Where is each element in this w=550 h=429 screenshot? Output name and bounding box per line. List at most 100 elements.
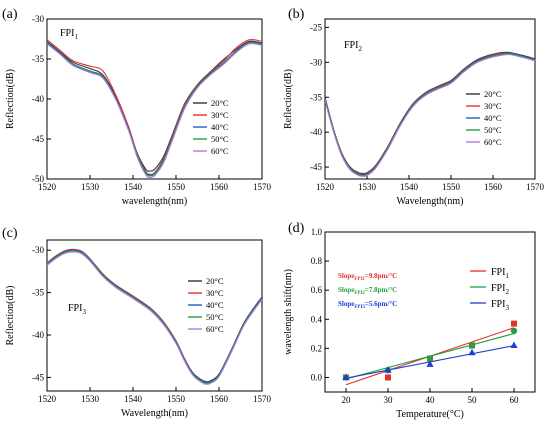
legend-label-5: 60°C	[206, 324, 224, 334]
fpi-annotation-sub: 3	[82, 308, 86, 316]
slope-prefix: Slope	[338, 272, 354, 280]
y-axis-label: Reflection(dB)	[283, 69, 294, 129]
data-points	[342, 320, 518, 381]
x-tick-label: 60	[510, 395, 520, 405]
x-tick-label: 1550	[167, 182, 186, 192]
legend-name: FPI	[491, 283, 505, 294]
x-tick-label: 1520	[38, 182, 57, 192]
slope-annotation-2: SlopeFPI2=7.8pm/°C	[338, 286, 397, 296]
slope-subscript: FPI1	[354, 277, 365, 282]
y-tick-label: -35	[310, 92, 322, 102]
panel-label: (a)	[2, 7, 18, 22]
x-tick-label: 1540	[124, 394, 143, 404]
y-tick-label: -50	[32, 174, 44, 184]
legend-label-4: 50°C	[484, 125, 502, 135]
legend-label-1: 20°C	[206, 276, 224, 286]
legend-label-3: 40°C	[211, 122, 229, 132]
legend-label-2: FPI2	[491, 283, 509, 296]
x-tick-label: 1550	[442, 182, 461, 192]
y-tick-label: -35	[32, 54, 44, 64]
point-fpi3	[342, 373, 350, 380]
x-tick-label: 1530	[358, 182, 377, 192]
legend-label-3: 40°C	[206, 300, 224, 310]
series-line-2	[325, 52, 535, 175]
legend-name-sub: 2	[505, 288, 509, 296]
y-tick-label: -45	[32, 134, 44, 144]
y-tick-label: -40	[32, 330, 44, 340]
series-line-5	[47, 42, 262, 179]
y-axis-label: Reflection(dB)	[5, 286, 16, 346]
legend-name-sub: 1	[505, 272, 509, 280]
y-tick-label: 0.2	[311, 343, 322, 353]
legend: 20°C 30°C 40°C 50°C 60°C	[466, 89, 502, 147]
legend-label-3: FPI3	[491, 299, 509, 312]
x-tick-label: 1570	[526, 182, 545, 192]
y-tick-label: 1.0	[311, 227, 323, 237]
series-line-3	[47, 41, 262, 176]
point-fpi3	[510, 341, 518, 348]
series-line-2	[47, 38, 262, 175]
slope-value: =5.6pm/°C	[365, 300, 397, 308]
x-tick-label: 30	[384, 395, 394, 405]
fpi-annotation-main: FPI	[60, 28, 74, 39]
series-lines	[325, 51, 535, 177]
x-tick-label: 50	[468, 395, 478, 405]
x-tick-label: 1570	[253, 182, 272, 192]
x-tick-label: 1520	[316, 182, 335, 192]
series-lines	[47, 248, 262, 385]
legend-label-4: 50°C	[211, 134, 229, 144]
panel-label: (b)	[288, 7, 305, 22]
point-fpi2	[426, 355, 434, 362]
fpi-annotation: FPI2	[344, 40, 362, 53]
y-tick-label: 0.8	[311, 256, 323, 266]
point-fpi3	[468, 348, 476, 356]
plot-frame	[46, 18, 263, 180]
slope-subscript: FPI2	[354, 291, 365, 296]
point-fpi1	[385, 374, 391, 381]
fpi-annotation-main: FPI	[344, 40, 358, 51]
x-tick-label: 1530	[81, 182, 100, 192]
y-tick-label: -30	[32, 245, 44, 255]
chart-panel-3: 1520 1530 1540 1550 1560 1570 -45 -40 -35 -30 Wave…	[2, 226, 272, 419]
legend-label-1: 20°C	[484, 89, 502, 99]
fpi-annotation-sub: 1	[74, 33, 78, 41]
chart-panel-1: 1520 1530 1540 1550 1560 1570 -50 -45 -40 -35 -30 w…	[2, 7, 272, 207]
series-line-5	[47, 251, 262, 385]
panel-label: (d)	[288, 221, 305, 236]
x-tick-label: 1540	[400, 182, 419, 192]
legend-label-2: 30°C	[484, 101, 502, 111]
x-axis-label: Temperature(°C)	[396, 409, 464, 420]
series-line-1	[325, 51, 535, 175]
panel-label: (c)	[2, 226, 18, 241]
series-line-3	[325, 52, 535, 176]
legend-label-5: 60°C	[484, 137, 502, 147]
legend-name: FPI	[491, 299, 505, 310]
slope-subscript: FPI3	[354, 305, 365, 310]
point-fpi3	[384, 366, 392, 373]
y-tick-label: -40	[310, 127, 322, 137]
y-tick-label: 0.6	[311, 285, 323, 295]
x-tick-label: 40	[426, 395, 436, 405]
legend: 20°C 30°C 40°C 50°C 60°C	[193, 98, 229, 156]
point-fpi2	[468, 342, 476, 349]
x-axis-label: wavelength(nm)	[122, 196, 188, 207]
fpi-annotation: FPI3	[68, 303, 86, 316]
series-lines	[47, 38, 262, 179]
y-tick-label: -45	[32, 372, 44, 382]
chart-panel-2: 1520 1530 1540 1550 1560 1570 -45 -40 -35 -30 -25 W…	[283, 7, 545, 207]
fpi-annotation-main: FPI	[68, 303, 82, 314]
y-axis-label: Reflection(dB)	[5, 69, 16, 129]
slope-prefix: Slope	[338, 286, 354, 294]
fpi-annotation-sub: 2	[358, 45, 362, 53]
x-tick-label: 1560	[484, 182, 503, 192]
chart-panel-4: 20 30 40 50 60 0.0 0.2 0.4 0.6 0.8 1.0 Temperature(…	[283, 221, 536, 420]
legend-name: FPI	[491, 267, 505, 278]
point-fpi2	[510, 327, 518, 335]
series-line-5	[325, 53, 535, 177]
slope-prefix: Slope	[338, 300, 354, 308]
y-tick-label: -30	[32, 14, 44, 24]
point-fpi3	[426, 360, 434, 367]
series-line-1	[47, 40, 262, 172]
legend-label-1: 20°C	[211, 98, 229, 108]
